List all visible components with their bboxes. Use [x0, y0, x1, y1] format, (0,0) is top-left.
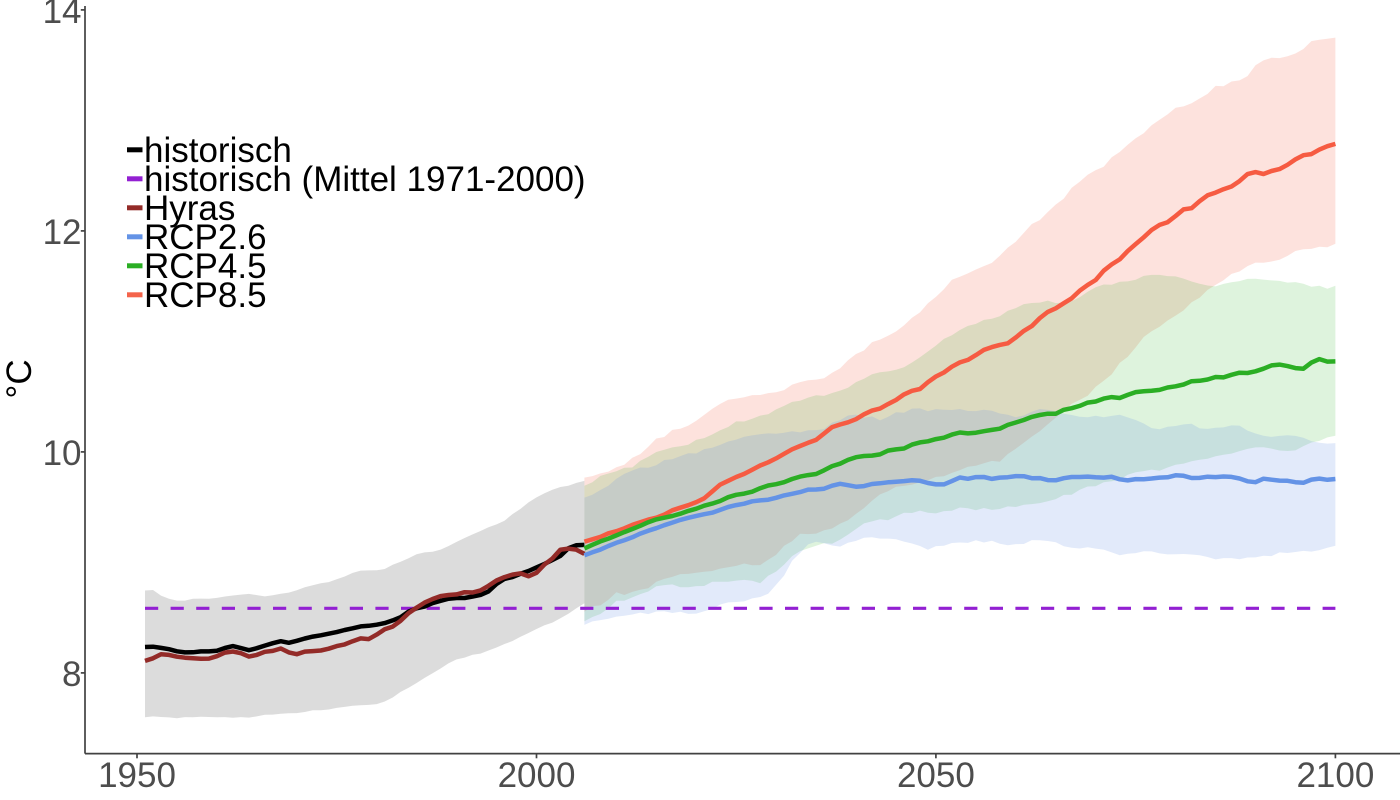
- svg-text:historisch (Mittel 1971-2000): historisch (Mittel 1971-2000): [144, 160, 586, 199]
- svg-text:Hyras: Hyras: [144, 189, 235, 228]
- svg-text:1950: 1950: [98, 756, 176, 795]
- svg-text:2050: 2050: [897, 756, 975, 795]
- svg-text:historisch: historisch: [144, 131, 292, 170]
- svg-text:2000: 2000: [498, 756, 576, 795]
- svg-text:8: 8: [62, 655, 81, 694]
- svg-text:2100: 2100: [1296, 756, 1374, 795]
- svg-text:RCP8.5: RCP8.5: [144, 276, 267, 315]
- svg-text:14: 14: [43, 0, 82, 31]
- svg-text:10: 10: [43, 434, 82, 473]
- svg-text:RCP4.5: RCP4.5: [144, 247, 267, 286]
- svg-text:12: 12: [43, 213, 82, 252]
- svg-text:RCP2.6: RCP2.6: [144, 218, 267, 257]
- svg-text:°C: °C: [0, 359, 39, 398]
